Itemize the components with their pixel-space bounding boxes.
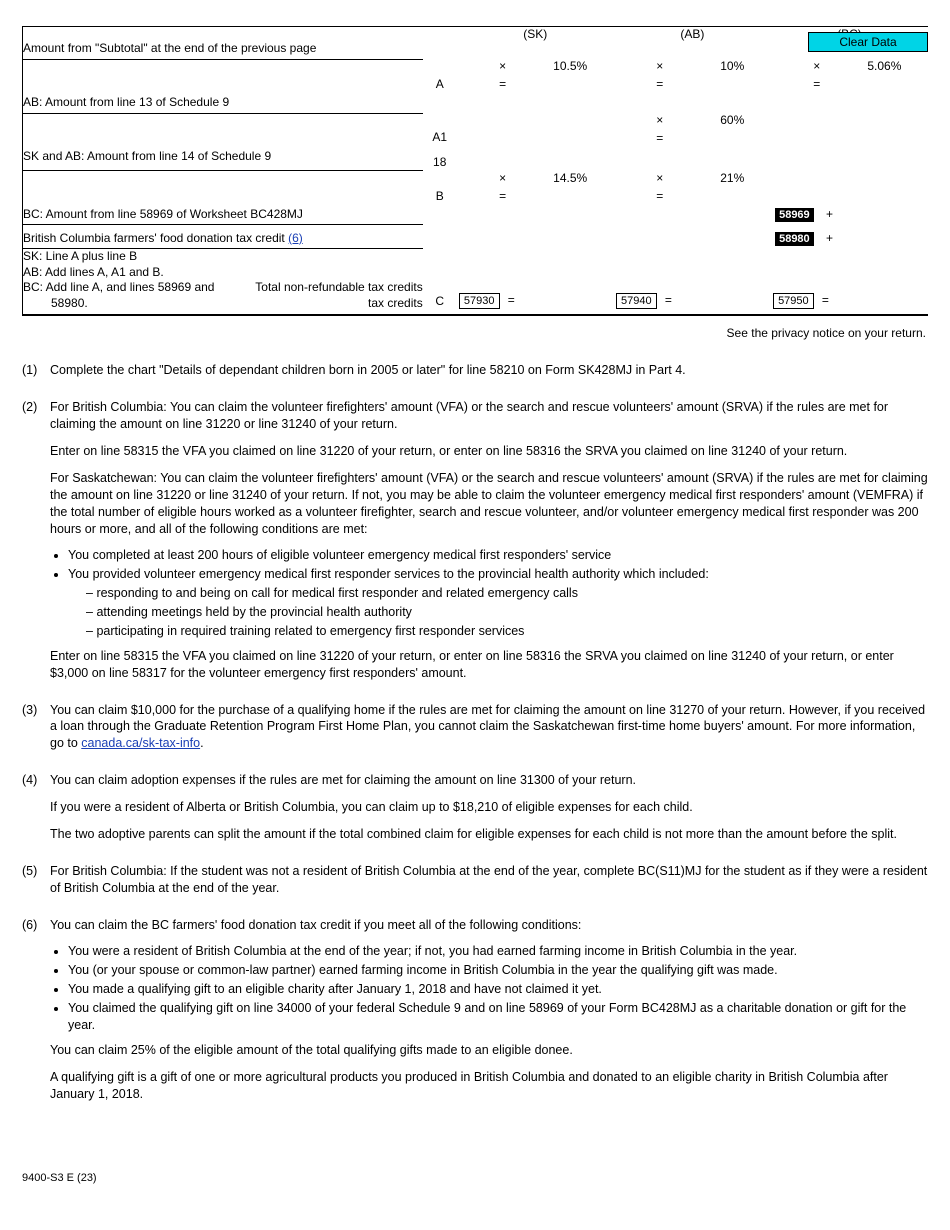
final-desc-3a: BC: Add line A, and lines 58969 and	[23, 280, 214, 296]
code-58969: 58969	[775, 208, 814, 222]
note-5: For British Columbia: If the student was…	[50, 863, 928, 897]
footnotes: (1) Complete the chart "Details of depen…	[22, 362, 928, 1112]
note-6-li2: You (or your spouse or common-law partne…	[68, 962, 928, 979]
header-ab: (AB)	[614, 27, 771, 42]
note-6a: You can claim the BC farmers' food donat…	[50, 917, 928, 934]
note-2-li2b: attending meetings held by the provincia…	[86, 604, 928, 621]
row-ab-sched9-13: AB: Amount from line 13 of Schedule 9	[23, 95, 423, 113]
clear-data-button[interactable]: Clear Data	[808, 32, 928, 52]
final-desc-3b: 58980.	[23, 296, 88, 312]
note-2a: For British Columbia: You can claim the …	[50, 399, 928, 433]
note-3: You can claim $10,000 for the purchase o…	[50, 702, 928, 753]
total-label-1: Total non-refundable tax credits	[255, 280, 422, 296]
note-6c: A qualifying gift is a gift of one or mo…	[50, 1069, 928, 1103]
note-2-li1: You completed at least 200 hours of elig…	[68, 547, 928, 564]
note-4a: You can claim adoption expenses if the r…	[50, 772, 928, 789]
note6-link[interactable]: (6)	[288, 231, 303, 245]
privacy-notice: See the privacy notice on your return.	[22, 326, 926, 340]
letter-a1: A1	[432, 130, 447, 144]
letter-b: B	[423, 189, 457, 207]
note-2-li2: You provided volunteer emergency medical…	[68, 566, 928, 640]
code-57940: 57940	[616, 293, 657, 309]
note-6-li4: You claimed the qualifying gift on line …	[68, 1000, 928, 1034]
final-desc-1: SK: Line A plus line B	[23, 249, 423, 265]
row-subtotal-label: Amount from "Subtotal" at the end of the…	[23, 41, 423, 59]
code-58980: 58980	[775, 232, 814, 246]
letter-c: C	[423, 249, 457, 312]
sk-tax-info-link[interactable]: canada.ca/sk-tax-info	[81, 736, 200, 750]
code-57930: 57930	[459, 293, 500, 309]
sk-rate-1: 10.5%	[515, 59, 587, 77]
letter-a: A	[423, 77, 457, 95]
note-2d: Enter on line 58315 the VFA you claimed …	[50, 648, 928, 682]
bc-rate-1: 5.06%	[829, 59, 902, 77]
note-2c: For Saskatchewan: You can claim the volu…	[50, 470, 928, 538]
note-2-li2c: participating in required training relat…	[86, 623, 928, 640]
code-57950: 57950	[773, 293, 814, 309]
sk-rate-2: 14.5%	[515, 171, 587, 189]
calculation-table: (SK) (AB) (BC) Amount from "Subtotal" at…	[22, 26, 928, 316]
note-6-li1: You were a resident of British Columbia …	[68, 943, 928, 960]
form-id: 9400-S3 E (23)	[22, 1172, 928, 1184]
ab-rate-a1: 60%	[672, 113, 744, 131]
note-4b: If you were a resident of Alberta or Bri…	[50, 799, 928, 816]
row-bc-farmers: British Columbia farmers' food donation …	[23, 231, 423, 249]
final-desc-2: AB: Add lines A, A1 and B.	[23, 265, 423, 281]
note-2b: Enter on line 58315 the VFA you claimed …	[50, 443, 928, 460]
num-18: 18	[423, 149, 457, 171]
note-6-li3: You made a qualifying gift to an eligibl…	[68, 981, 928, 998]
ab-rate-1: 10%	[672, 59, 744, 77]
note-4c: The two adoptive parents can split the a…	[50, 826, 928, 843]
note-2-li2a: responding to and being on call for medi…	[86, 585, 928, 602]
note-6b: You can claim 25% of the eligible amount…	[50, 1042, 928, 1059]
ab-rate-2: 21%	[672, 171, 744, 189]
row-bc-58969: BC: Amount from line 58969 of Worksheet …	[23, 207, 423, 225]
note-1: Complete the chart "Details of dependant…	[50, 362, 928, 379]
header-sk: (SK)	[457, 27, 614, 42]
row-sk-ab-sched9-14: SK and AB: Amount from line 14 of Schedu…	[23, 149, 423, 171]
